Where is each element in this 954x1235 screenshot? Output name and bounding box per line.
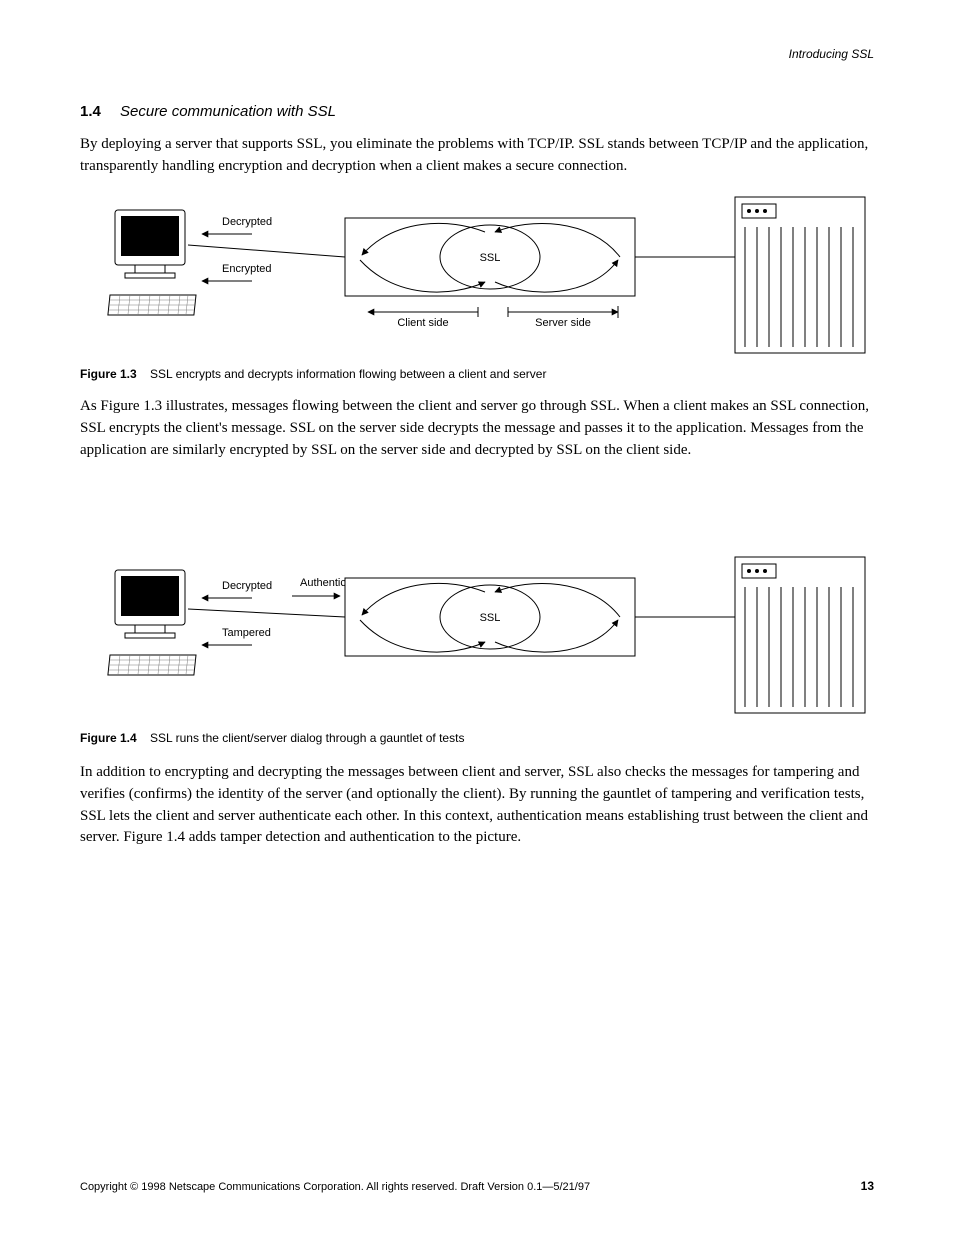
fig13-left-lower-label: Encrypted xyxy=(222,263,272,275)
server-icon xyxy=(735,197,865,353)
fig13-client-side-label: Client side xyxy=(397,317,448,329)
figure-1-3: Decrypted Encrypted SSL Cli xyxy=(108,197,865,353)
fig13-ssl-box: SSL xyxy=(345,218,635,296)
section-number: 1.4 xyxy=(80,103,102,120)
figure-1-4: Decrypted Tampered Authenticated SSL xyxy=(108,557,865,713)
fig14-left-lower-label: Tampered xyxy=(222,627,271,639)
paragraph-3: In addition to encrypting and decrypting… xyxy=(80,762,874,849)
client-computer-icon xyxy=(108,210,196,315)
fig13-ssl-text: SSL xyxy=(480,252,501,264)
fig13-server-side-label: Server side xyxy=(535,317,591,329)
paragraph-3-wrap: In addition to encrypting and decrypting… xyxy=(80,762,874,922)
client-computer-icon xyxy=(108,570,196,675)
fig14-ssl-box: SSL xyxy=(345,578,635,656)
paragraph-2: As Figure 1.3 illustrates, messages flow… xyxy=(80,396,874,461)
footer-page-number: 13 xyxy=(861,1179,875,1193)
page-svg: Introducing SSL 1.4 Secure communication… xyxy=(0,0,954,1235)
footer-copyright: Copyright © 1998 Netscape Communications… xyxy=(80,1181,590,1193)
fig14-left-connector xyxy=(188,609,345,617)
paragraph-1: By deploying a server that supports SSL,… xyxy=(80,134,874,178)
paragraph-1-wrap: By deploying a server that supports SSL,… xyxy=(80,134,874,204)
fig14-caption: Figure 1.4 SSL runs the client/server di… xyxy=(80,731,464,745)
fig13-caption: Figure 1.3 SSL encrypts and decrypts inf… xyxy=(80,367,546,381)
page: Introducing SSL 1.4 Secure communication… xyxy=(0,0,954,1235)
server-icon xyxy=(735,557,865,713)
section-title: Secure communication with SSL xyxy=(120,103,336,120)
fig14-ssl-text: SSL xyxy=(480,612,501,624)
fig13-left-upper-label: Decrypted xyxy=(222,216,272,228)
fig13-left-connector xyxy=(188,245,345,257)
fig14-left-upper-label: Decrypted xyxy=(222,580,272,592)
header-section: Introducing SSL xyxy=(789,47,874,61)
paragraph-2-wrap: As Figure 1.3 illustrates, messages flow… xyxy=(80,396,874,516)
